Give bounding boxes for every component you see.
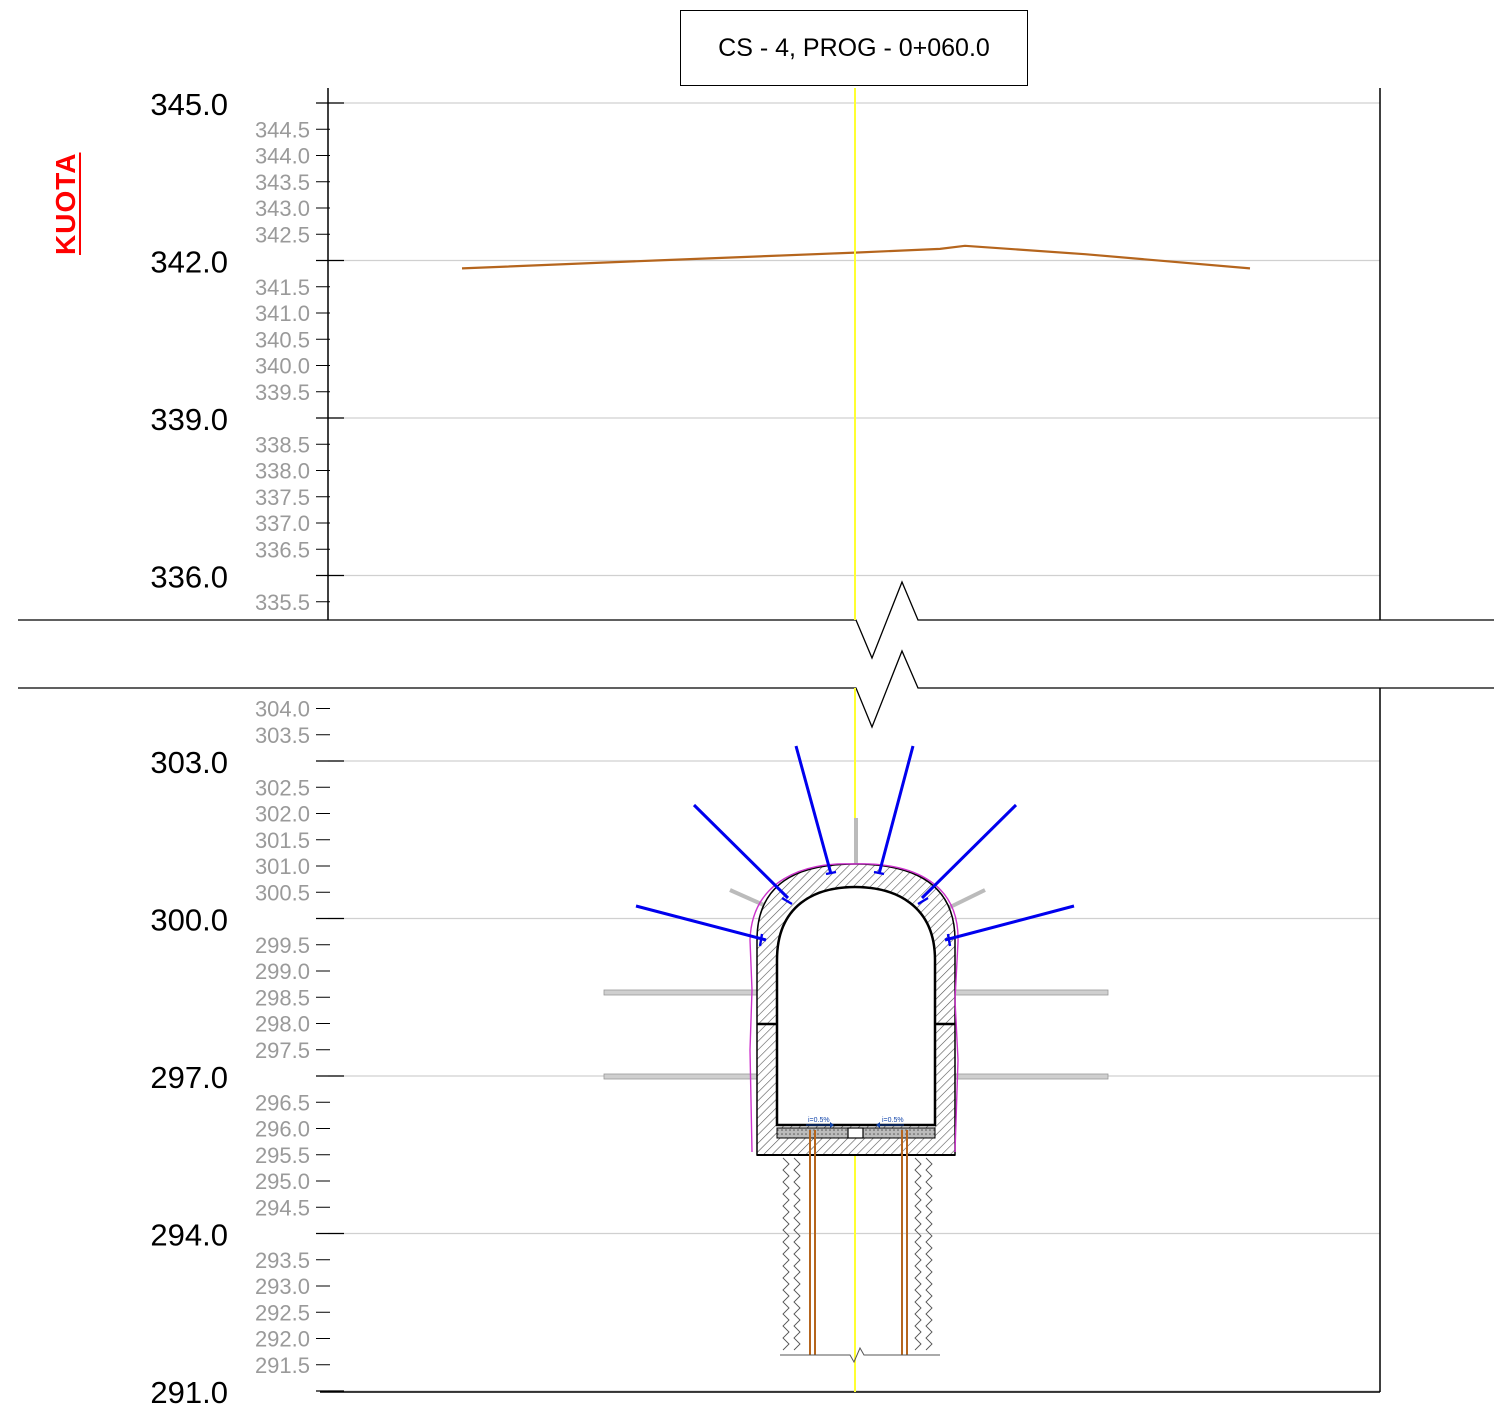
lower-axis-minor-tick-label: 301.5 — [255, 828, 310, 853]
upper-axis-minor-tick-label: 344.5 — [255, 117, 310, 142]
upper-axis-major-tick-label: 342.0 — [150, 245, 228, 280]
pile-base-break-line — [780, 1346, 940, 1364]
break-line-bottom — [18, 649, 1494, 729]
elevation-axis-label: KUOTA — [50, 152, 81, 255]
rock-bolts — [635, 745, 1075, 942]
lower-axis-minor-tick-label: 302.0 — [255, 802, 310, 827]
upper-axis-minor-tick-label: 338.5 — [255, 432, 310, 457]
lower-axis-minor-tick-label: 296.0 — [255, 1117, 310, 1142]
soil-spring — [782, 1157, 790, 1351]
pile-soil-springs — [782, 1157, 933, 1351]
soil-spring — [925, 1157, 933, 1351]
lower-axis-major-tick-label: 294.0 — [150, 1218, 228, 1253]
upper-axis-minor-tick-label: 343.5 — [255, 170, 310, 195]
upper-axis-minor-tick-label: 343.0 — [255, 196, 310, 221]
upper-axis-minor-tick-label: 339.5 — [255, 380, 310, 405]
lower-axis-minor-tick-label: 292.5 — [255, 1300, 310, 1325]
lower-axis-major-tick-label: 303.0 — [150, 745, 228, 780]
upper-axis-minor-tick-label: 340.0 — [255, 354, 310, 379]
break-line-top — [18, 580, 1494, 660]
slope-label-left: i=0.5% — [808, 1117, 830, 1124]
lower-axis-minor-tick-label: 299.0 — [255, 959, 310, 984]
lower-axis-minor-tick-label: 303.5 — [255, 723, 310, 748]
lower-axis-minor-tick-label: 301.0 — [255, 854, 310, 879]
frame — [320, 88, 1381, 1393]
lower-axis-minor-tick-label: 297.5 — [255, 1038, 310, 1063]
lower-axis-minor-tick-label: 296.5 — [255, 1090, 310, 1115]
upper-axis-minor-tick-label: 337.5 — [255, 485, 310, 510]
lower-axis-minor-tick-label: 292.0 — [255, 1327, 310, 1352]
upper-axis-minor-tick-label: 335.5 — [255, 590, 310, 615]
ground-profile-line — [461, 244, 1251, 270]
lower-axis-minor-tick-label: 293.0 — [255, 1274, 310, 1299]
upper-axis-minor-tick-label: 336.5 — [255, 537, 310, 562]
section-title: CS - 4, PROG - 0+060.0 — [680, 10, 1028, 86]
lower-axis-major-tick-label: 297.0 — [150, 1060, 228, 1095]
upper-axis-minor-tick-label: 338.0 — [255, 459, 310, 484]
soil-spring — [914, 1157, 922, 1351]
slope-label-right: i=0.5% — [882, 1117, 904, 1124]
lower-axis-minor-tick-label: 295.0 — [255, 1169, 310, 1194]
upper-axis-major-tick-label: 336.0 — [150, 560, 228, 595]
lower-axis-major-tick-label: 291.0 — [150, 1375, 228, 1406]
lower-axis-minor-tick-label: 294.5 — [255, 1195, 310, 1220]
upper-axis-minor-tick-label: 341.0 — [255, 301, 310, 326]
lower-axis-minor-tick-label: 293.5 — [255, 1248, 310, 1273]
upper-axis-minor-tick-label: 344.0 — [255, 144, 310, 169]
lower-axis-minor-tick-label: 298.5 — [255, 985, 310, 1010]
upper-axis-minor-tick-label: 342.5 — [255, 222, 310, 247]
upper-axis-minor-tick-label: 340.5 — [255, 327, 310, 352]
upper-axis-minor-tick-label: 341.5 — [255, 275, 310, 300]
lower-axis-minor-tick-label: 291.5 — [255, 1353, 310, 1378]
upper-axis-major-tick-label: 345.0 — [150, 87, 228, 122]
piles — [809, 1130, 908, 1355]
lower-axis-major-tick-label: 300.0 — [150, 903, 228, 938]
floor-slope-indicators: i=0.5% i=0.5% — [806, 1117, 904, 1128]
lower-axis-minor-tick-label: 299.5 — [255, 933, 310, 958]
lower-axis-minor-tick-label: 304.0 — [255, 697, 310, 722]
excavation-outline — [749, 863, 959, 1153]
upper-axis-major-tick-label: 339.0 — [150, 402, 228, 437]
upper-axis-minor-tick-label: 337.0 — [255, 511, 310, 536]
lower-axis-minor-tick-label: 302.5 — [255, 775, 310, 800]
tunnel-lining — [756, 863, 956, 1156]
lower-axis-minor-tick-label: 300.5 — [255, 880, 310, 905]
lower-axis-minor-tick-label: 295.5 — [255, 1143, 310, 1168]
bolt-plates — [758, 870, 952, 947]
soil-spring — [793, 1157, 801, 1351]
lower-axis-minor-tick-label: 298.0 — [255, 1012, 310, 1037]
elevation-axis-upper: 345.0 342.0 339.0 336.0 344.5344.0343.5343.0… — [150, 87, 344, 615]
